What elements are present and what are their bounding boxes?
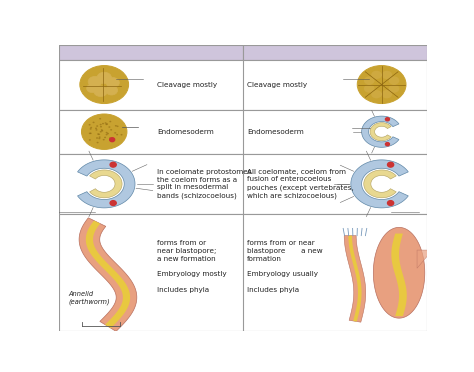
Circle shape <box>385 142 390 146</box>
Circle shape <box>115 125 117 126</box>
Circle shape <box>87 84 97 93</box>
Circle shape <box>357 65 406 103</box>
Circle shape <box>97 72 111 84</box>
Circle shape <box>94 86 108 96</box>
Circle shape <box>90 132 92 134</box>
Circle shape <box>110 129 112 131</box>
Circle shape <box>382 90 392 98</box>
Circle shape <box>109 121 111 122</box>
Text: Annelid
(earthworm): Annelid (earthworm) <box>68 291 110 305</box>
Circle shape <box>103 139 105 141</box>
Circle shape <box>110 201 116 205</box>
Circle shape <box>96 137 98 139</box>
Circle shape <box>117 125 118 127</box>
Circle shape <box>89 124 91 126</box>
Polygon shape <box>362 116 399 147</box>
Circle shape <box>92 122 95 123</box>
Polygon shape <box>348 235 362 321</box>
Circle shape <box>90 128 91 130</box>
Circle shape <box>98 138 100 139</box>
Circle shape <box>110 162 116 167</box>
Bar <box>243 45 427 60</box>
Circle shape <box>389 76 400 85</box>
Bar <box>59 214 427 331</box>
Circle shape <box>388 201 394 205</box>
Circle shape <box>99 118 101 119</box>
Circle shape <box>99 137 100 138</box>
Text: All coelomate, coelom from
fusion of enterocoelous
pouches (except vertebrates,
: All coelomate, coelom from fusion of ent… <box>247 169 354 199</box>
Circle shape <box>382 71 392 79</box>
Circle shape <box>371 71 382 79</box>
Circle shape <box>104 137 106 138</box>
Circle shape <box>96 125 98 127</box>
Text: forms from or
near blastopore;
a new formation

Embryology mostly

Includes phyl: forms from or near blastopore; a new for… <box>157 240 227 293</box>
Circle shape <box>105 124 108 125</box>
Circle shape <box>105 122 107 124</box>
Bar <box>59 45 243 60</box>
Circle shape <box>100 131 102 132</box>
Circle shape <box>109 126 110 128</box>
Polygon shape <box>374 227 425 318</box>
Text: forms from or near
blastopore       a new
formation

Embryology usually

Include: forms from or near blastopore a new form… <box>247 240 323 293</box>
Circle shape <box>106 132 108 134</box>
Polygon shape <box>79 218 137 331</box>
Circle shape <box>120 134 123 135</box>
Bar <box>59 60 427 110</box>
Circle shape <box>101 130 103 132</box>
Text: In coelomate protostomes
the coelom forms as a
split in mesodermal
bands (schizo: In coelomate protostomes the coelom form… <box>157 169 252 199</box>
Circle shape <box>109 138 115 142</box>
Circle shape <box>90 127 92 128</box>
Polygon shape <box>351 160 408 208</box>
Circle shape <box>98 134 100 135</box>
Polygon shape <box>370 123 391 141</box>
Polygon shape <box>344 235 366 322</box>
Circle shape <box>105 86 118 95</box>
Circle shape <box>102 123 104 124</box>
Circle shape <box>106 134 108 135</box>
Text: Cleavage mostly: Cleavage mostly <box>247 81 308 87</box>
Circle shape <box>97 133 99 135</box>
Polygon shape <box>417 250 432 268</box>
Circle shape <box>109 137 111 139</box>
Circle shape <box>89 139 91 141</box>
Circle shape <box>82 114 127 150</box>
Circle shape <box>100 124 102 125</box>
Polygon shape <box>86 221 130 328</box>
Text: Cleavage mostly: Cleavage mostly <box>157 81 218 87</box>
Circle shape <box>89 132 91 134</box>
Polygon shape <box>78 160 135 208</box>
Circle shape <box>88 76 102 87</box>
Circle shape <box>385 118 390 121</box>
Circle shape <box>364 76 374 85</box>
Circle shape <box>116 134 118 135</box>
Circle shape <box>388 162 394 167</box>
Circle shape <box>371 90 382 98</box>
Bar <box>59 154 427 214</box>
Polygon shape <box>364 170 396 198</box>
Polygon shape <box>90 170 122 198</box>
Circle shape <box>100 126 102 128</box>
Circle shape <box>106 123 108 125</box>
Circle shape <box>95 128 97 129</box>
Circle shape <box>80 65 128 103</box>
Text: Endomesoderm: Endomesoderm <box>247 129 304 135</box>
Circle shape <box>101 129 103 131</box>
Text: Endomesoderm: Endomesoderm <box>157 129 214 135</box>
Circle shape <box>114 132 116 134</box>
Bar <box>59 110 427 154</box>
Circle shape <box>97 142 99 143</box>
Circle shape <box>95 129 98 131</box>
Circle shape <box>107 133 109 134</box>
Circle shape <box>364 84 374 93</box>
Circle shape <box>106 77 119 88</box>
Polygon shape <box>392 234 407 316</box>
Circle shape <box>389 84 400 93</box>
